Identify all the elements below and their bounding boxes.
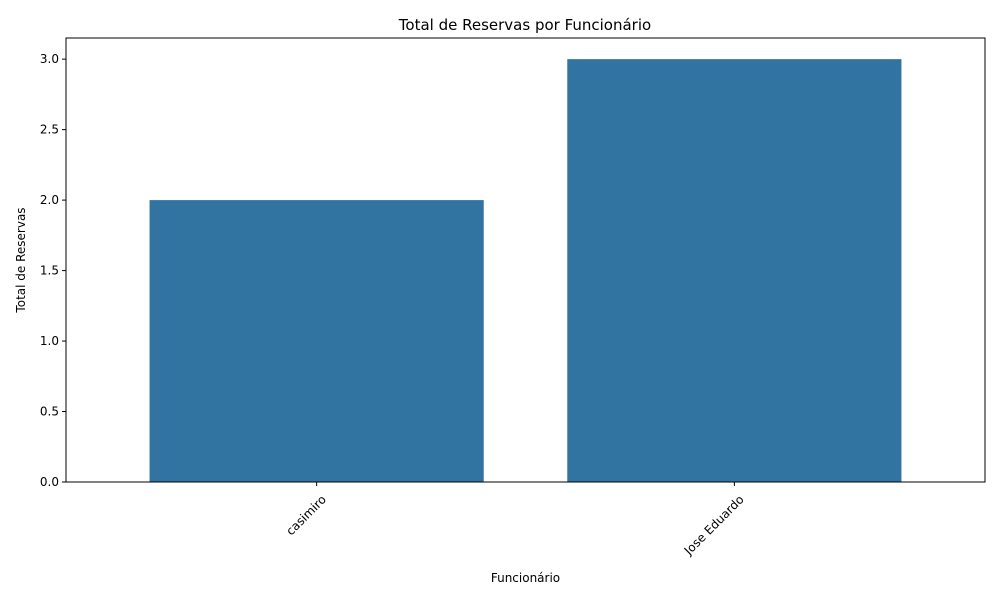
x-axis-label: Funcionário <box>491 571 560 585</box>
y-tick-label: 3.0 <box>40 52 59 66</box>
y-tick-label: 1.0 <box>40 334 59 348</box>
bar-0 <box>149 200 484 482</box>
x-axis-ticks: casimiro Jose Eduardo <box>283 482 747 558</box>
y-axis-ticks: 0.0 0.5 1.0 1.5 2.0 2.5 3.0 <box>40 52 66 489</box>
chart-title: Total de Reservas por Funcionário <box>398 16 651 34</box>
bars-group <box>149 59 902 483</box>
y-axis-label: Total de Reservas <box>14 207 28 313</box>
x-tick-label: Jose Eduardo <box>681 492 747 558</box>
y-tick-label: 2.5 <box>40 123 59 137</box>
y-tick-label: 1.5 <box>40 264 59 278</box>
y-tick-label: 2.0 <box>40 193 59 207</box>
plot-frame <box>65 37 986 483</box>
y-tick-label: 0.0 <box>40 475 59 489</box>
x-tick-label: casimiro <box>283 492 329 538</box>
y-tick-label: 0.5 <box>40 405 59 419</box>
bar-1 <box>567 59 902 483</box>
